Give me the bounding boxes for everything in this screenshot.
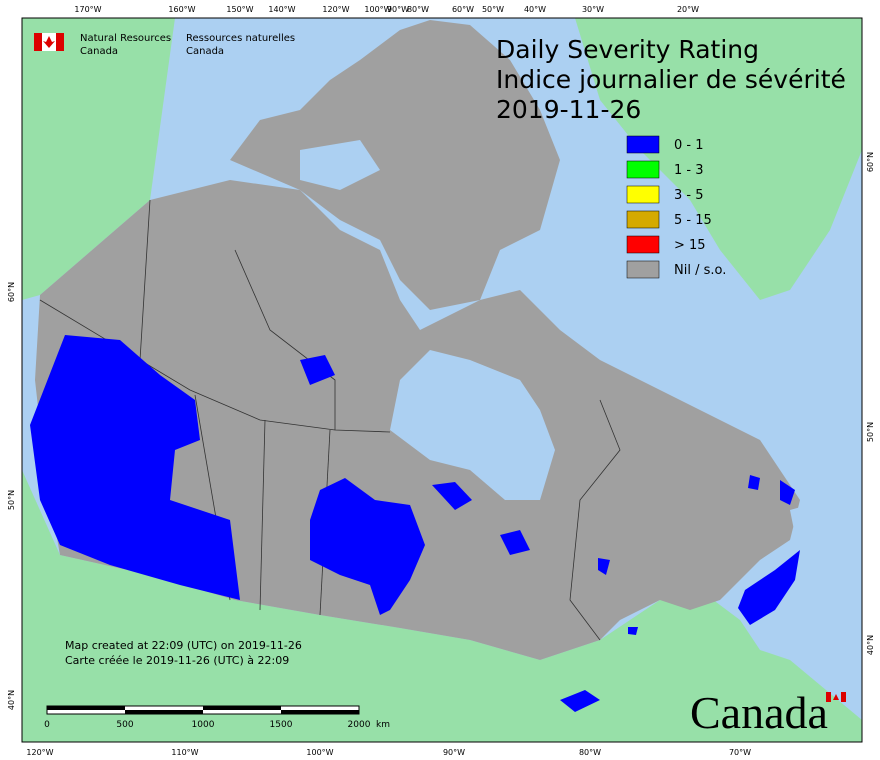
island (260, 240, 330, 285)
bottom-label: 80°W (579, 748, 601, 757)
title: Daily Severity Rating (496, 35, 759, 64)
agency-fr: Canada (186, 46, 224, 57)
scale-label: 500 (116, 720, 133, 730)
top-label: 20°W (677, 5, 699, 14)
scale-segment (125, 710, 203, 714)
frame (21, 17, 863, 743)
scale-label: 0 (44, 720, 50, 730)
top-label: 90°W (387, 5, 409, 14)
flag (56, 33, 64, 51)
right-label: 60°N (866, 152, 875, 172)
gulf (790, 490, 862, 560)
flag (34, 33, 42, 51)
title-date: 2019-11-26 (496, 95, 641, 124)
bottom-label: 70°W (729, 748, 751, 757)
graticule-labels: 170°W 160°W 150°W 140°W 120°W 100°W90°W80°W 60… (7, 5, 875, 757)
bottom-label: 120°W (26, 748, 53, 757)
scale-label: 1000 (192, 720, 215, 730)
wordmark-flag (826, 692, 831, 702)
legend-swatch (626, 235, 660, 254)
scale-bar: 0 500 1000 1500 2000 km (44, 705, 390, 730)
right-label: 40°N (866, 635, 875, 655)
agency-en: Natural Resources (80, 33, 171, 44)
top-label: 140°W (268, 5, 295, 14)
top-label: 80°W (407, 5, 429, 14)
scale-segment (203, 706, 281, 710)
credits: Carte créée le 2019-11-26 (UTC) à 22:09 (65, 654, 289, 667)
dsr-patches (30, 335, 800, 712)
legend-label: 3 - 5 (674, 188, 704, 203)
right-label: 50°N (866, 422, 875, 442)
top-label: 60°W (452, 5, 474, 14)
scale-label: 2000 (348, 720, 371, 730)
top-label: 100°W (364, 5, 391, 14)
agency-fr: Ressources naturelles (186, 33, 295, 44)
bottom-label: 100°W (306, 748, 333, 757)
top-label: 50°W (482, 5, 504, 14)
channel (300, 140, 380, 190)
legend-label: 1 - 3 (674, 163, 704, 178)
scale-segment (281, 710, 359, 714)
wordmark: Canada (690, 687, 828, 738)
greenland (575, 18, 862, 300)
boundaries (39, 199, 621, 641)
scale-unit: km (376, 720, 390, 730)
bottom-label: 110°W (171, 748, 198, 757)
top-label: 170°W (74, 5, 101, 14)
legend-swatch (626, 185, 660, 204)
hudson-bay (390, 350, 555, 500)
left-label: 60°N (7, 282, 16, 302)
scale-label: 1500 (270, 720, 293, 730)
bottom-label: 90°W (443, 748, 465, 757)
scale-segment (47, 706, 125, 710)
legend-swatch (626, 135, 660, 154)
credits: Map created at 22:09 (UTC) on 2019-11-26 (65, 639, 302, 652)
legend-label: Nil / s.o. (674, 263, 726, 278)
legend-label: > 15 (674, 238, 706, 253)
top-label: 160°W (168, 5, 195, 14)
top-label: 150°W (226, 5, 253, 14)
flag-leaf (43, 36, 55, 48)
arctic-islands (230, 20, 560, 310)
alaska (22, 18, 175, 300)
legend-swatch (626, 260, 660, 279)
legend-label: 5 - 15 (674, 213, 712, 228)
top-label: 40°W (524, 5, 546, 14)
wordmark-flag (841, 692, 846, 702)
top-label: 30°W (582, 5, 604, 14)
legend-swatch (626, 210, 660, 229)
usa (22, 470, 862, 742)
top-label: 120°W (322, 5, 349, 14)
agency-en: Canada (80, 46, 118, 57)
legend-label: 0 - 1 (674, 138, 704, 153)
left-label: 40°N (7, 690, 16, 710)
legend-swatch (626, 160, 660, 179)
title: Indice journalier de sévérité (496, 65, 846, 94)
legend: 0 - 1 1 - 3 3 - 5 5 - 15 > 15 Nil / s.o. (626, 135, 726, 279)
wordmark-flag (833, 694, 839, 700)
left-label: 50°N (7, 490, 16, 510)
